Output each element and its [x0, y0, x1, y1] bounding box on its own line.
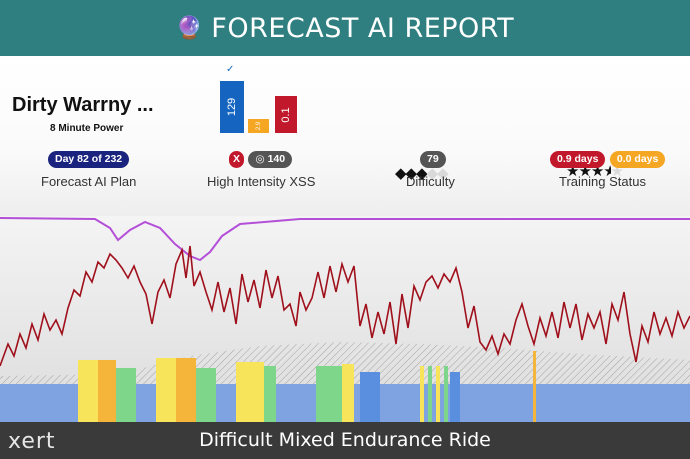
- xss-label: High Intensity XSS: [207, 174, 316, 189]
- xss-peak-value: 2.9: [255, 121, 262, 131]
- difficulty-diamonds: ◆◆◆◆◆: [395, 165, 449, 182]
- crystal-ball-icon: 🔮: [175, 15, 204, 40]
- xss-low-value: 129: [226, 97, 238, 117]
- workout-chart: [0, 216, 690, 422]
- xss-low-bar: 129: [220, 81, 244, 133]
- status-red-badge: 0.9 days: [550, 151, 606, 168]
- status-badges: 0.9 days 0.0 days: [550, 149, 666, 168]
- day-badge: Day 82 of 232: [48, 151, 130, 168]
- fitness-line: [0, 217, 690, 262]
- xss-badges: X ◎ 140: [229, 149, 293, 168]
- report-title: FORECAST AI REPORT: [211, 12, 515, 44]
- x-badge: X: [229, 151, 245, 168]
- difficulty-badge: 79: [420, 151, 446, 168]
- difficulty-badge-wrap: 79: [420, 149, 446, 168]
- status-label: Training Status: [559, 174, 646, 189]
- xss-peak-bar: 2.9: [248, 119, 269, 133]
- plan-label: Forecast AI Plan: [41, 174, 137, 189]
- power-line: [0, 245, 690, 367]
- target-badge-value: 140: [267, 153, 286, 165]
- xss-high-value: 0.1: [280, 106, 292, 123]
- interval-blocks: [78, 351, 536, 422]
- summary-panel: Dirty Warrny ... 8 Minute Power Day 82 o…: [0, 56, 690, 216]
- workout-subtitle: 8 Minute Power: [50, 123, 124, 134]
- report-header: 🔮 FORECAST AI REPORT: [0, 0, 690, 56]
- day-badge-wrap: Day 82 of 232: [48, 149, 130, 168]
- workout-chart-svg: [0, 217, 690, 422]
- workout-name: Dirty Warrny ...: [12, 94, 154, 116]
- report-footer: xert Difficult Mixed Endurance Ride: [0, 422, 690, 459]
- xert-logo: xert: [8, 429, 56, 454]
- target-badge: ◎ 140: [248, 151, 293, 168]
- xss-high-bar: 0.1: [275, 96, 297, 133]
- status-yellow-badge: 0.0 days: [609, 151, 666, 168]
- workout-description: Difficult Mixed Endurance Ride: [199, 429, 491, 451]
- difficulty-label: Difficulty: [406, 174, 455, 189]
- check-icon: ✓: [226, 64, 235, 75]
